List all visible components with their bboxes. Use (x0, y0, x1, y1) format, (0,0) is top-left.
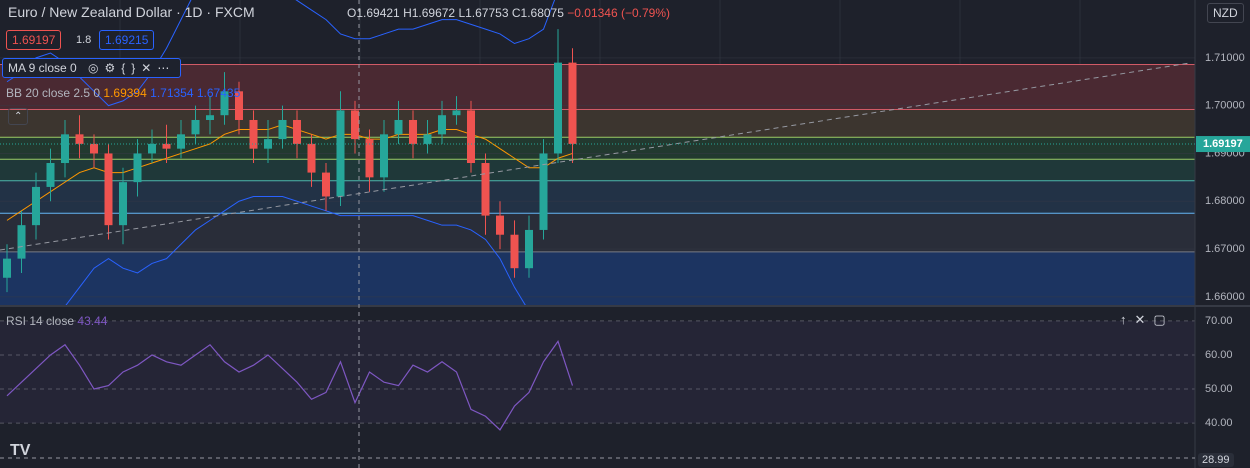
level-zone (0, 159, 1195, 181)
y-tick-label: 40.00 (1205, 417, 1233, 429)
buy-button[interactable]: 1.69215 (99, 30, 155, 50)
bb-line (6, 0, 556, 107)
candle-body (394, 119, 403, 135)
ma-legend[interactable]: MA 9 close 0 ◎⚙{}✕⋯ (2, 58, 182, 78)
candle-body (467, 110, 475, 164)
candle-body (525, 229, 533, 269)
candle-body (133, 153, 142, 183)
source: FXCM (215, 4, 255, 20)
candle-body (481, 163, 490, 216)
candle-body (496, 215, 504, 235)
candle-body (554, 62, 562, 154)
low: L1.67753 (458, 6, 509, 20)
candle-body (452, 110, 461, 116)
open: O1.69421 (347, 6, 400, 20)
candle-body (293, 119, 301, 144)
pane (0, 320, 1195, 431)
rsi-value: 43.44 (77, 314, 108, 328)
candle-body (510, 234, 519, 269)
bb-line (6, 124, 573, 221)
bb-line (65, 195, 526, 305)
candle-body (220, 91, 229, 116)
pane-controls[interactable]: ↑✕▢ (1120, 312, 1174, 327)
candle-body (119, 182, 127, 226)
y-tick-label: 1.67000 (1205, 243, 1245, 255)
candle-body (351, 110, 359, 140)
rsi-legend: RSI 14 close 43.44 (6, 314, 107, 328)
level-zone (0, 180, 1195, 214)
symbol-title: Euro / New Zealand Dollar · 1D · FXCM (8, 4, 255, 20)
candle-body (206, 115, 214, 120)
ma-label: MA 9 close 0 (8, 61, 77, 75)
y-tick-label: 1.71000 (1205, 52, 1245, 64)
y-tick-label: 70.00 (1205, 315, 1233, 327)
candle-body (235, 91, 243, 120)
rsi-line (6, 340, 574, 431)
rsi-band (0, 320, 1195, 424)
spread: 1.8 (76, 34, 92, 46)
candle-body (568, 62, 577, 144)
candle-body (380, 134, 388, 178)
candle-body (278, 119, 287, 140)
rsi-label: RSI 14 close (6, 314, 75, 328)
candle-body (177, 134, 185, 149)
candle-body (423, 134, 432, 144)
level-zone (0, 64, 1195, 110)
candle-body (249, 119, 258, 149)
high: H1.69672 (403, 6, 456, 20)
symbol: Euro / New Zealand Dollar (8, 4, 173, 20)
bb-label: BB 20 close 2.5 0 (6, 86, 101, 100)
trend-line (0, 62, 1191, 251)
candle-body (365, 139, 374, 178)
y-tick-label: 1.66000 (1205, 291, 1245, 303)
change: −0.01346 (−0.79%) (567, 6, 670, 20)
collapse-button[interactable]: ⌃ (8, 108, 29, 125)
last-price-tag (1196, 136, 1250, 153)
candle-body (322, 172, 330, 197)
interval: 1D (184, 4, 203, 20)
logo: TV (10, 442, 31, 459)
sell-button[interactable]: 1.69197 (6, 30, 62, 50)
pane (0, 0, 1195, 305)
price-axis (1195, 0, 1250, 468)
candle-body (32, 186, 40, 226)
candle-body (46, 163, 55, 187)
level-zone (0, 109, 1195, 138)
candle-body (162, 143, 171, 149)
candle-body (336, 110, 345, 197)
candle-body (438, 115, 446, 135)
candle-body (104, 153, 113, 226)
y-tick-label: 50.00 (1205, 383, 1233, 395)
level-zone (0, 213, 1195, 252)
bb-upper: 1.71354 (150, 86, 194, 100)
level-zone (0, 251, 1195, 305)
y-tick-label: 1.70000 (1205, 100, 1245, 112)
candle-body (17, 225, 26, 259)
candle-body (409, 119, 417, 144)
bb-legend: BB 20 close 2.5 0 1.69394 1.71354 1.6743… (6, 86, 240, 100)
candle-body (539, 153, 548, 230)
y-tick-label: 60.00 (1205, 349, 1233, 361)
candle-body (191, 119, 200, 135)
bb-basis: 1.69394 (103, 86, 147, 100)
candle-body (148, 143, 156, 154)
candle-body (90, 143, 98, 154)
bb-lower: 1.67435 (196, 86, 241, 100)
last-price-label: 1.69197 (1203, 138, 1243, 150)
candle-body (307, 143, 316, 173)
candle-body (3, 258, 11, 278)
currency[interactable]: NZD (1207, 3, 1244, 23)
ohlc: O1.69421 H1.69672 L1.67753 C1.68075 −0.0… (347, 6, 670, 20)
close: C1.68075 (511, 6, 564, 20)
candle-body (75, 134, 84, 144)
candle-body (61, 134, 69, 164)
rsi-axis-label: 28.99 (1198, 453, 1234, 467)
y-tick-label: 1.68000 (1205, 195, 1245, 207)
